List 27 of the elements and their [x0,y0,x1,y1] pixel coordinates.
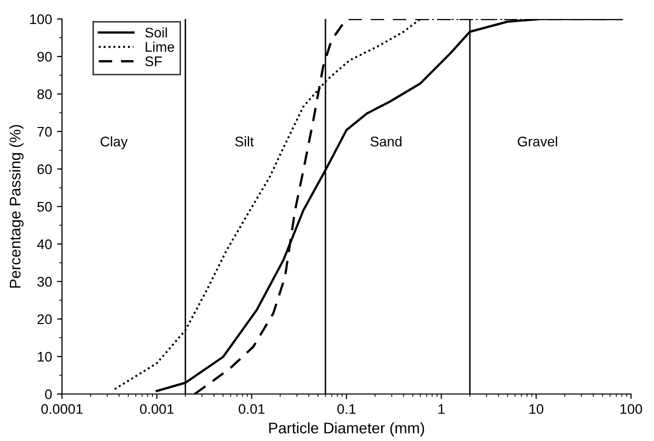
annotation: Gravel [518,136,558,146]
y-tick-label: 0 [45,389,52,400]
y-tick-label: 70 [38,126,52,137]
legend-label: Soil [145,27,167,38]
x-tick-label: 0.0001 [41,404,83,414]
legend-label: Lime [146,42,174,52]
x-tick-label: 0.1 [337,404,356,414]
annotation: Sand [370,136,402,146]
y-tick-label: 30 [37,276,52,287]
x-axis-title: Particle Diameter (mm) [269,422,424,436]
annotation: Clay [100,136,128,150]
y-tick-label: 90 [37,52,52,62]
y-tick-label: 20 [38,314,52,324]
annotation: Silt [235,136,254,146]
y-tick-label: 10 [38,352,52,362]
x-tick-label: 100 [620,404,642,414]
y-tick-label: 100 [30,14,52,24]
y-tick-label: 60 [38,164,52,174]
x-tick-label: 1 [438,404,445,414]
y-tick-label: 80 [37,89,52,100]
y-tick-label: 40 [37,239,52,250]
x-tick-label: 10 [530,404,544,414]
legend-label: SF [145,56,162,66]
x-tick-label: 0.01 [238,404,265,414]
x-tick-label: 0.001 [140,404,174,414]
y-axis-title: Percentage Passing (%) [9,125,24,288]
y-tick-label: 50 [37,202,52,212]
